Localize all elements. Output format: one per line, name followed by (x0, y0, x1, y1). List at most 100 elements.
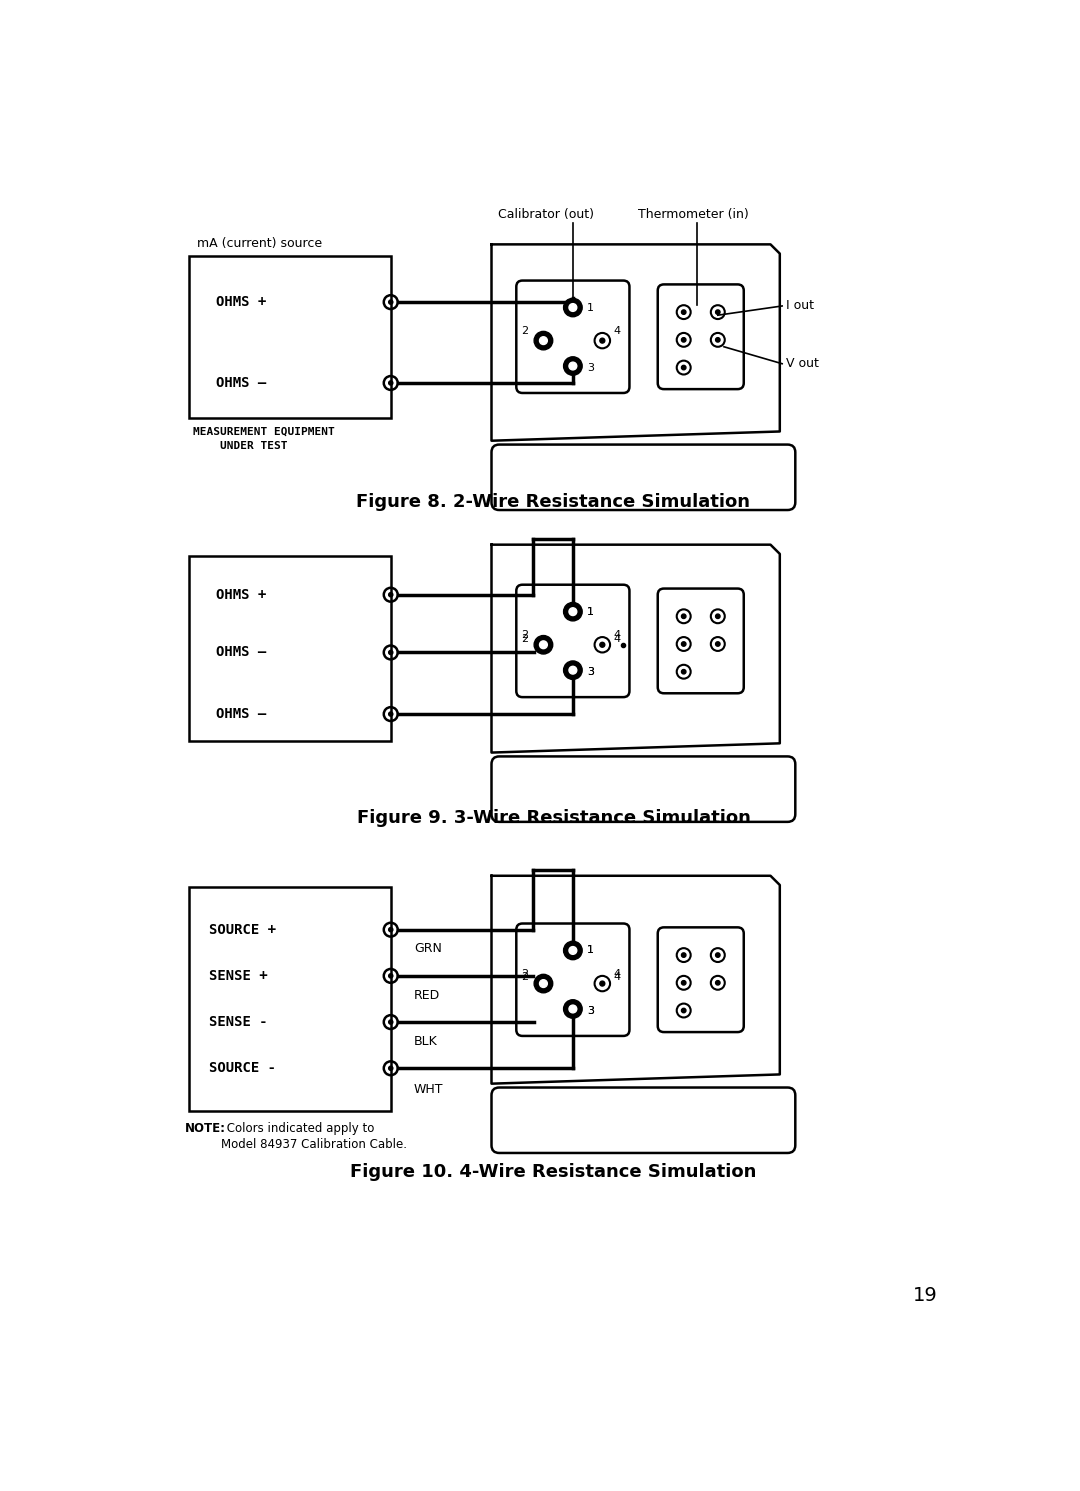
Text: 1: 1 (586, 607, 594, 617)
Text: OHMS –: OHMS – (216, 376, 267, 391)
Text: SENSE +: SENSE + (208, 969, 267, 983)
Circle shape (535, 331, 553, 350)
Circle shape (540, 641, 548, 649)
Text: 4: 4 (613, 972, 620, 983)
Circle shape (564, 356, 582, 376)
Text: OHMS –: OHMS – (216, 707, 267, 722)
Circle shape (716, 614, 720, 619)
Text: V out: V out (786, 358, 819, 370)
FancyBboxPatch shape (516, 280, 630, 394)
Circle shape (389, 380, 393, 385)
Bar (189, 256, 391, 417)
Text: SENSE -: SENSE - (208, 1015, 267, 1029)
FancyBboxPatch shape (516, 584, 630, 698)
Text: 3: 3 (586, 362, 594, 373)
FancyBboxPatch shape (516, 923, 630, 1036)
Text: 1: 1 (586, 945, 594, 956)
Circle shape (564, 661, 582, 680)
Circle shape (569, 666, 577, 674)
Circle shape (389, 974, 393, 978)
Circle shape (716, 337, 720, 341)
Text: OHMS +: OHMS + (216, 587, 267, 602)
FancyBboxPatch shape (491, 756, 795, 822)
Polygon shape (491, 544, 780, 753)
Text: 3: 3 (586, 1005, 594, 1015)
Text: 2: 2 (521, 634, 528, 644)
Circle shape (564, 941, 582, 960)
Text: Figure 9. 3-Wire Resistance Simulation: Figure 9. 3-Wire Resistance Simulation (356, 810, 751, 828)
Polygon shape (491, 875, 780, 1084)
Text: 4: 4 (613, 325, 620, 335)
Circle shape (599, 338, 605, 343)
Circle shape (564, 602, 582, 620)
Text: SOURCE -: SOURCE - (208, 1062, 275, 1075)
Text: Figure 10. 4-Wire Resistance Simulation: Figure 10. 4-Wire Resistance Simulation (350, 1163, 757, 1181)
Text: NOTE:: NOTE: (186, 1123, 227, 1135)
Text: mA (current) source: mA (current) source (197, 237, 322, 249)
Text: GRN: GRN (414, 942, 442, 956)
Text: 3: 3 (586, 1005, 594, 1015)
Text: WHT: WHT (414, 1084, 444, 1096)
Circle shape (599, 981, 605, 986)
Text: 2: 2 (521, 969, 528, 978)
Text: 2: 2 (521, 629, 528, 640)
Circle shape (389, 1066, 393, 1071)
Bar (189, 556, 391, 741)
Text: Calibrator (out): Calibrator (out) (498, 209, 594, 221)
Circle shape (681, 953, 686, 957)
Text: Colors indicated apply to: Colors indicated apply to (222, 1123, 374, 1135)
Circle shape (681, 1008, 686, 1012)
Circle shape (389, 300, 393, 304)
Circle shape (681, 365, 686, 370)
Text: 19: 19 (913, 1285, 937, 1305)
Circle shape (716, 981, 720, 986)
Circle shape (569, 304, 577, 312)
Circle shape (681, 310, 686, 315)
Bar (189, 887, 391, 1111)
Circle shape (569, 947, 577, 954)
Circle shape (569, 362, 577, 370)
Circle shape (681, 981, 686, 986)
FancyBboxPatch shape (658, 589, 744, 693)
Circle shape (389, 650, 393, 655)
Text: MEASUREMENT EQUIPMENT: MEASUREMENT EQUIPMENT (193, 426, 335, 437)
Circle shape (564, 1000, 582, 1018)
Circle shape (389, 927, 393, 932)
Text: 1: 1 (586, 607, 594, 617)
Circle shape (540, 337, 548, 344)
Circle shape (716, 310, 720, 315)
Text: 3: 3 (586, 666, 594, 677)
Text: I out: I out (786, 300, 814, 313)
FancyBboxPatch shape (658, 285, 744, 389)
Circle shape (681, 614, 686, 619)
Circle shape (681, 641, 686, 646)
Polygon shape (491, 245, 780, 441)
Text: 2: 2 (521, 325, 528, 335)
FancyBboxPatch shape (658, 927, 744, 1032)
Text: 4: 4 (613, 634, 620, 644)
Text: UNDER TEST: UNDER TEST (220, 441, 287, 450)
Circle shape (599, 643, 605, 647)
Circle shape (681, 337, 686, 341)
Circle shape (540, 980, 548, 987)
Text: Model 84937 Calibration Cable.: Model 84937 Calibration Cable. (206, 1138, 407, 1151)
Circle shape (535, 974, 553, 993)
Text: BLK: BLK (414, 1035, 437, 1048)
Text: SOURCE +: SOURCE + (208, 923, 275, 936)
Text: 3: 3 (586, 666, 594, 677)
Text: 4: 4 (613, 969, 620, 978)
FancyBboxPatch shape (491, 444, 795, 510)
Circle shape (569, 608, 577, 616)
Text: Figure 8. 2-Wire Resistance Simulation: Figure 8. 2-Wire Resistance Simulation (356, 494, 751, 511)
Circle shape (681, 669, 686, 674)
Circle shape (569, 1005, 577, 1012)
Text: OHMS +: OHMS + (216, 295, 267, 309)
Circle shape (564, 298, 582, 316)
Circle shape (389, 592, 393, 596)
Text: 2: 2 (521, 972, 528, 983)
Text: OHMS –: OHMS – (216, 646, 267, 659)
Text: 4: 4 (613, 629, 620, 640)
Text: 1: 1 (586, 303, 594, 313)
Text: Thermometer (in): Thermometer (in) (637, 209, 748, 221)
FancyBboxPatch shape (491, 1087, 795, 1153)
